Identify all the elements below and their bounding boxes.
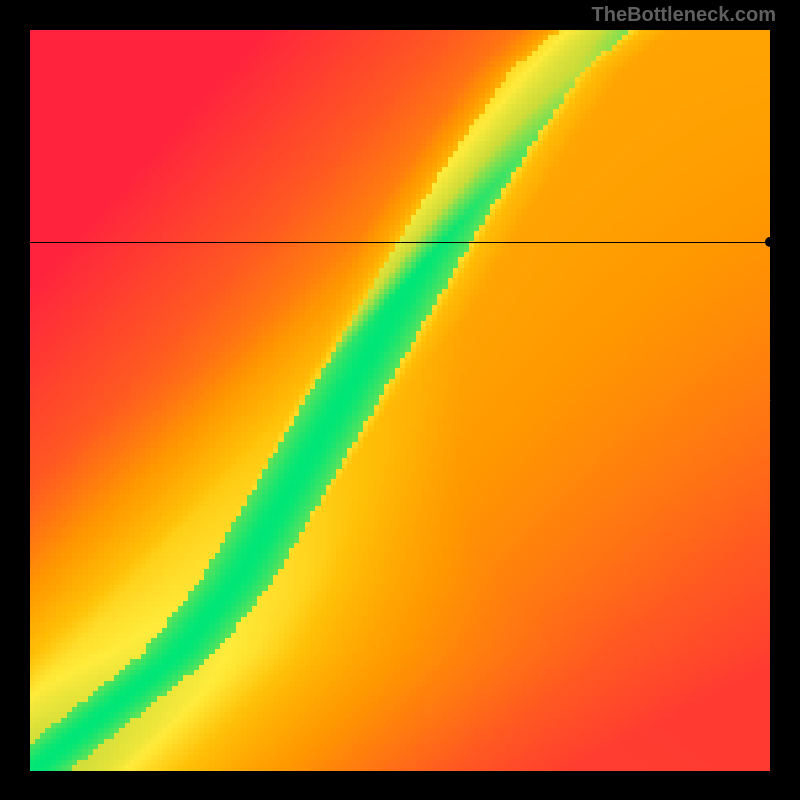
heatmap-canvas: [30, 30, 771, 771]
heatmap-plot: [30, 30, 771, 771]
watermark-text: TheBottleneck.com: [592, 4, 776, 27]
chart-container: TheBottleneck.com: [0, 0, 800, 800]
